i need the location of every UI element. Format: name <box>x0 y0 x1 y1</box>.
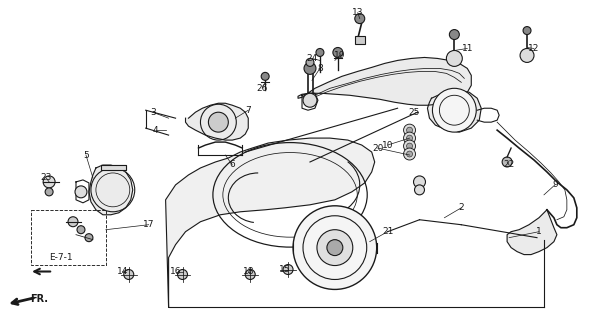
Circle shape <box>124 269 134 279</box>
Text: 21: 21 <box>382 227 393 236</box>
Circle shape <box>404 132 415 144</box>
Text: 12: 12 <box>529 44 540 53</box>
Circle shape <box>208 112 228 132</box>
Text: 5: 5 <box>83 150 89 160</box>
Circle shape <box>449 29 459 40</box>
Circle shape <box>355 14 365 24</box>
Circle shape <box>306 59 314 67</box>
Circle shape <box>414 176 426 188</box>
Circle shape <box>43 176 55 188</box>
Circle shape <box>283 265 293 275</box>
Polygon shape <box>89 165 133 215</box>
Text: 3: 3 <box>150 108 155 117</box>
Text: 2: 2 <box>459 203 464 212</box>
Text: 20: 20 <box>372 144 384 153</box>
Circle shape <box>327 240 343 256</box>
Circle shape <box>75 186 87 198</box>
Circle shape <box>85 234 93 242</box>
Text: 14: 14 <box>117 267 128 276</box>
Text: E-7-1: E-7-1 <box>49 253 73 262</box>
Circle shape <box>446 51 462 67</box>
Circle shape <box>261 72 269 80</box>
Bar <box>355 36 365 44</box>
Text: 7: 7 <box>245 106 251 115</box>
Text: 24: 24 <box>306 54 317 63</box>
Text: 6: 6 <box>230 160 235 170</box>
Text: 10: 10 <box>382 140 393 149</box>
Circle shape <box>502 157 512 167</box>
Polygon shape <box>507 210 557 255</box>
Polygon shape <box>166 138 375 307</box>
Text: 23: 23 <box>40 173 52 182</box>
Text: 4: 4 <box>153 126 158 135</box>
Circle shape <box>432 88 476 132</box>
Polygon shape <box>101 165 126 170</box>
Text: 26: 26 <box>256 84 268 93</box>
Text: 13: 13 <box>352 8 364 17</box>
Circle shape <box>407 143 412 149</box>
Polygon shape <box>428 90 481 132</box>
Circle shape <box>407 135 412 141</box>
Bar <box>31 210 106 265</box>
Text: 11: 11 <box>462 44 473 53</box>
Text: 15: 15 <box>280 265 291 274</box>
Text: 8: 8 <box>317 64 323 73</box>
Circle shape <box>523 27 531 35</box>
Text: 17: 17 <box>143 220 155 229</box>
Circle shape <box>178 269 188 279</box>
Circle shape <box>404 148 415 160</box>
Text: 18: 18 <box>242 267 254 276</box>
Circle shape <box>316 49 324 56</box>
Text: 16: 16 <box>170 267 181 276</box>
Circle shape <box>293 206 377 289</box>
Circle shape <box>415 185 424 195</box>
Text: 25: 25 <box>409 108 420 117</box>
Circle shape <box>45 188 53 196</box>
Text: 9: 9 <box>552 180 558 189</box>
Circle shape <box>304 62 316 74</box>
Text: 22: 22 <box>504 160 515 170</box>
Text: 19: 19 <box>334 51 345 60</box>
Circle shape <box>520 49 534 62</box>
Text: FR.: FR. <box>30 294 48 304</box>
Polygon shape <box>298 58 471 105</box>
Text: 1: 1 <box>536 227 542 236</box>
Circle shape <box>68 217 78 227</box>
Circle shape <box>77 226 85 234</box>
Circle shape <box>317 230 353 266</box>
Circle shape <box>245 269 255 279</box>
Polygon shape <box>186 103 248 140</box>
Circle shape <box>407 127 412 133</box>
Circle shape <box>404 124 415 136</box>
Circle shape <box>333 47 343 58</box>
Circle shape <box>407 151 412 157</box>
Circle shape <box>303 93 317 107</box>
Circle shape <box>404 140 415 152</box>
